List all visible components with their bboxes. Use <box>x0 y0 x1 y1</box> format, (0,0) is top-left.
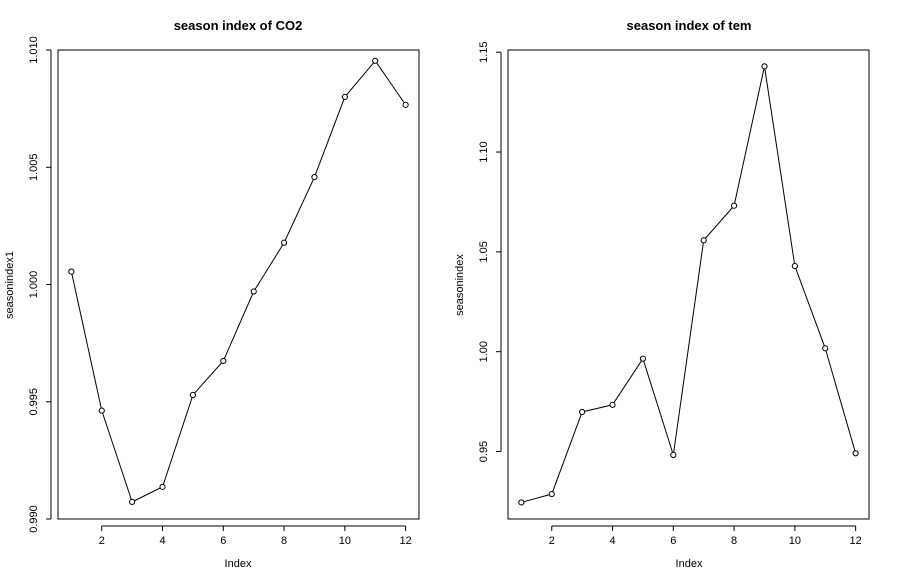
data-point-tem <box>791 262 798 270</box>
y-tick-label-tem: 1.15 <box>478 41 490 62</box>
data-point-co2 <box>159 483 166 490</box>
x-tick-label-co2: 10 <box>339 535 351 547</box>
y-tick-label-tem: 1.00 <box>478 341 490 362</box>
y-axis-label-tem: seasonindex <box>454 254 466 316</box>
y-tick-label-co2: 0.995 <box>28 388 40 416</box>
data-point-tem <box>700 237 707 244</box>
x-axis-label-co2: Index <box>225 558 252 570</box>
y-axis-label-co2: seasonindex1 <box>4 251 16 319</box>
x-tick-label-tem: 8 <box>731 535 737 547</box>
data-point-tem <box>548 490 555 498</box>
data-point-tem <box>518 499 525 506</box>
x-tick-label-co2: 2 <box>99 535 105 547</box>
data-point-co2 <box>129 498 136 505</box>
x-tick-label-tem: 4 <box>609 535 615 547</box>
x-axis-tem: 2 4 6 8 10 12 <box>549 525 862 547</box>
data-point-tem <box>609 401 616 408</box>
y-axis-co2: 0.990 0.995 1.000 1.005 1.010 <box>28 36 52 533</box>
y-axis-tem: 0.95 1.00 1.05 1.10 1.15 <box>478 41 502 462</box>
data-point-co2 <box>98 407 105 414</box>
plot-frame-tem <box>507 49 870 520</box>
data-point-tem <box>852 450 859 457</box>
chart-title-co2: season index of CO2 <box>174 18 303 33</box>
x-tick-label-tem: 12 <box>850 535 862 547</box>
x-axis-label-tem: Index <box>676 558 703 570</box>
series-co2 <box>68 57 409 505</box>
series-line-tem <box>521 66 857 503</box>
data-point-tem <box>730 202 738 209</box>
data-point-co2 <box>341 93 348 101</box>
y-tick-label-co2: 1.005 <box>28 153 40 181</box>
x-tick-label-co2: 12 <box>400 535 412 547</box>
data-point-co2 <box>68 268 75 275</box>
data-point-co2 <box>220 357 227 365</box>
y-tick-label-tem: 0.95 <box>478 441 490 462</box>
y-tick-label-co2: 0.990 <box>28 505 40 533</box>
chart-title-tem: season index of tem <box>627 18 752 33</box>
chart-panel-co2: season index of CO2 2 4 6 8 10 12 0.990 0.995 1… <box>4 18 420 570</box>
y-tick-label-co2: 1.010 <box>28 36 40 64</box>
data-point-co2 <box>189 391 197 399</box>
plot-frame-co2 <box>57 49 420 520</box>
x-axis-co2: 2 4 6 8 10 12 <box>99 525 412 547</box>
series-line-co2 <box>70 59 407 503</box>
x-tick-label-tem: 2 <box>549 535 555 547</box>
chart-panel-tem: season index of tem 2 4 6 8 10 12 0.95 1.00 1.0… <box>454 18 870 570</box>
data-point-co2 <box>311 174 318 181</box>
x-tick-label-tem: 10 <box>789 535 801 547</box>
data-point-tem <box>670 451 677 459</box>
data-point-co2 <box>250 288 257 295</box>
data-point-tem <box>761 63 768 70</box>
data-point-tem <box>579 408 586 416</box>
x-tick-label-co2: 8 <box>281 535 287 547</box>
x-tick-label-co2: 4 <box>159 535 165 547</box>
data-point-tem <box>639 355 647 362</box>
y-tick-label-tem: 1.10 <box>478 141 490 162</box>
y-tick-label-co2: 1.000 <box>28 271 40 299</box>
x-tick-label-co2: 6 <box>220 535 226 547</box>
series-tem <box>518 63 859 506</box>
data-point-co2 <box>280 239 288 246</box>
y-tick-label-tem: 1.05 <box>478 241 490 262</box>
data-point-co2 <box>402 101 409 108</box>
data-point-co2 <box>372 57 379 64</box>
x-tick-label-tem: 6 <box>670 535 676 547</box>
data-point-tem <box>822 345 829 352</box>
